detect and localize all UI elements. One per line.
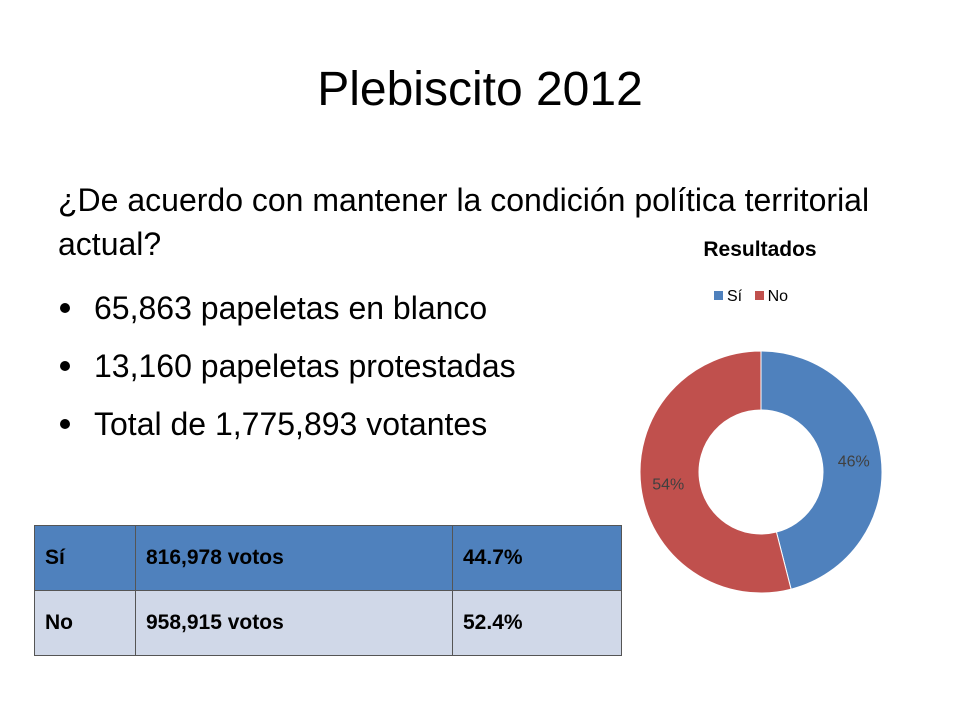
legend-swatch-icon xyxy=(754,291,764,300)
votes-cell: 958,915 votos xyxy=(135,590,453,656)
donut-data-label: 46% xyxy=(838,453,870,470)
question-text: ¿De acuerdo con mantener la condición po… xyxy=(58,182,870,262)
option-cell: No xyxy=(34,590,136,656)
donut-data-label: 54% xyxy=(652,477,684,494)
legend-swatch-icon xyxy=(714,291,723,300)
bullet-item: 65,863 papeletas en blanco xyxy=(58,288,516,328)
donut-slice-si xyxy=(760,350,883,590)
chart-legend: Sí No xyxy=(714,288,796,306)
chart-title: Resultados xyxy=(703,238,817,261)
legend-item-no: No xyxy=(754,288,789,306)
legend-label: No xyxy=(767,288,789,305)
option-cell: Sí xyxy=(34,525,136,591)
bullet-list: 65,863 papeletas en blanco 13,160 papele… xyxy=(58,288,516,462)
donut-svg: 46% 54% xyxy=(639,350,883,594)
donut-slice-no xyxy=(639,350,792,594)
legend-item-si: Sí xyxy=(714,288,742,306)
table-row: Sí 816,978 votos 44.7% xyxy=(34,525,622,591)
results-table: Sí 816,978 votos 44.7% No 958,915 votos … xyxy=(34,525,622,656)
table-row: No 958,915 votos 52.4% xyxy=(34,590,622,656)
slide-title: Plebiscito 2012 xyxy=(317,63,643,116)
bullet-dot-icon xyxy=(60,303,70,313)
bullet-dot-icon xyxy=(60,361,70,371)
percent-cell: 44.7% xyxy=(452,525,622,591)
bullet-text: Total de 1,775,893 votantes xyxy=(94,406,488,442)
donut-chart: Resultados Sí No 46% 54% xyxy=(630,232,910,602)
bullet-text: 65,863 papeletas en blanco xyxy=(94,290,488,326)
percent-cell: 52.4% xyxy=(452,590,622,656)
bullet-item: Total de 1,775,893 votantes xyxy=(58,404,516,444)
bullet-item: 13,160 papeletas protestadas xyxy=(58,346,516,386)
votes-cell: 816,978 votos xyxy=(135,525,453,591)
bullet-dot-icon xyxy=(60,419,70,429)
bullet-text: 13,160 papeletas protestadas xyxy=(94,348,516,384)
legend-label: Sí xyxy=(727,288,743,305)
